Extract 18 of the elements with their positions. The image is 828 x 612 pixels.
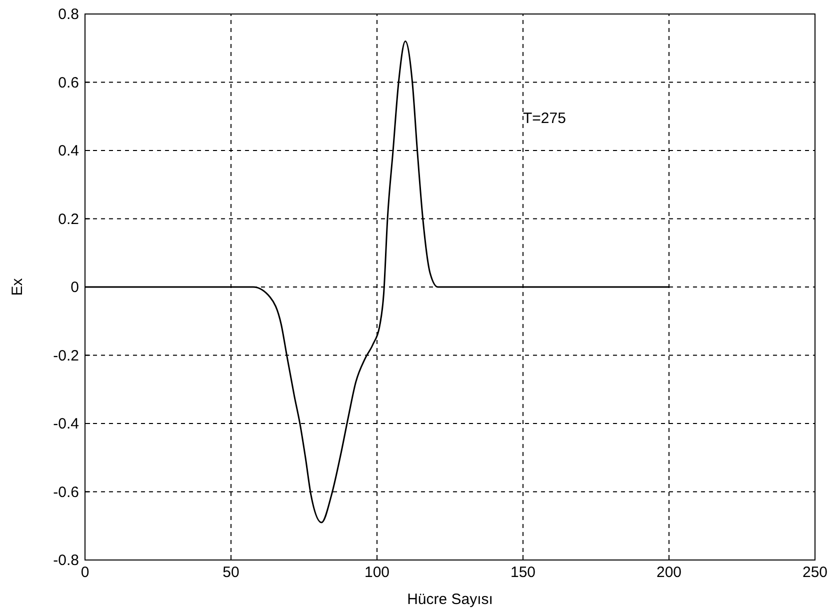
x-axis-title: Hücre Sayısı (407, 591, 493, 608)
x-tick-label: 200 (656, 564, 682, 581)
y-tick-label: 0.8 (58, 6, 79, 23)
x-tick-label: 100 (364, 564, 390, 581)
y-tick-label: 0.6 (58, 74, 79, 92)
x-tick-label: 250 (802, 564, 828, 581)
y-tick-label: -0.2 (53, 347, 79, 364)
y-tick-label: 0 (70, 279, 79, 296)
x-tick-label: 150 (510, 564, 536, 581)
y-tick-label: 0.2 (58, 210, 79, 228)
y-tick-label: -0.8 (53, 552, 79, 569)
x-tick-label: 0 (80, 564, 90, 581)
x-tick-label: 50 (222, 564, 240, 581)
y-tick-label: -0.4 (53, 416, 79, 432)
y-axis-title: Ex (9, 278, 26, 296)
annotation: T=275 (523, 110, 566, 128)
y-tick-label: 0.4 (58, 142, 79, 160)
y-tick-label: -0.6 (53, 484, 79, 501)
